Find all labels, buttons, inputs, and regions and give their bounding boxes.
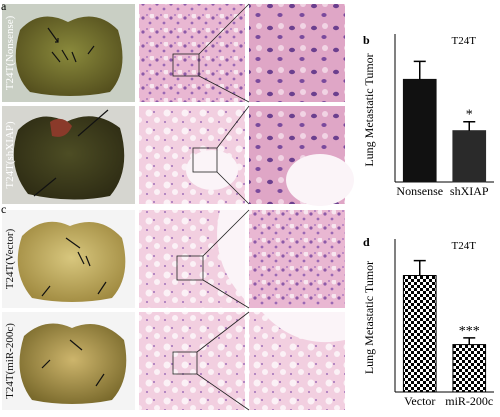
error-bar	[463, 337, 476, 345]
row-label: T24T(miR-200c)	[4, 323, 16, 399]
panel-label: d	[363, 235, 370, 249]
x-tick-label: Vector	[404, 394, 435, 408]
row-label: T24T(Nonsense)	[4, 15, 16, 90]
x-tick-label: Nonsense	[396, 184, 443, 198]
lung-photos	[2, 4, 135, 410]
bar	[452, 130, 487, 183]
row-label: T24T(Vector)	[4, 228, 16, 289]
error-bar	[413, 60, 426, 80]
x-tick-label: miR-200c	[445, 394, 493, 408]
significance-label: ***	[459, 324, 480, 339]
chart-title: T24T	[452, 35, 477, 47]
panel-label: b	[363, 33, 370, 47]
error-bar	[413, 259, 426, 276]
panel-label: c	[1, 202, 6, 216]
x-tick-label: shXIAP	[450, 184, 489, 198]
significance-label: *	[466, 108, 473, 123]
chart-title: T24T	[452, 240, 477, 252]
row-label: T24T(shXIAP)	[4, 121, 16, 189]
error-bar	[463, 120, 476, 131]
panel-label: a	[1, 0, 7, 13]
bar	[402, 78, 437, 183]
y-axis-label: Lung Metastatic Tumor	[362, 261, 376, 374]
y-axis-label: Lung Metastatic Tumor	[362, 53, 376, 166]
histology-panels	[139, 3, 354, 411]
bar	[402, 275, 437, 393]
bar	[452, 344, 487, 393]
